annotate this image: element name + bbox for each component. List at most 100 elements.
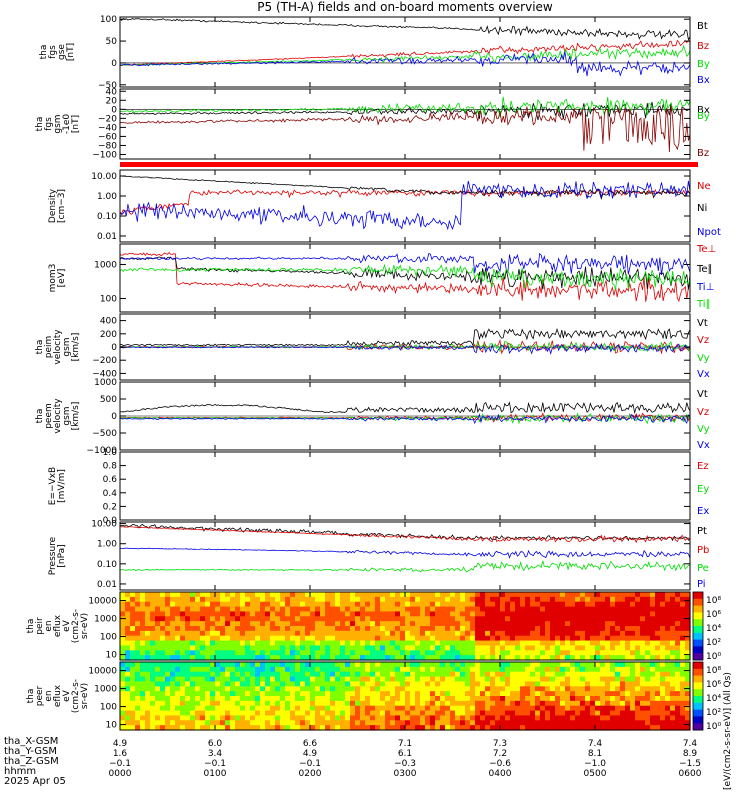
heatmap-cell <box>655 666 661 673</box>
heatmap-cell <box>545 686 551 692</box>
heatmap-cell <box>315 621 321 627</box>
heatmap-cell <box>425 596 431 603</box>
heatmap-cell <box>665 645 671 651</box>
heatmap-cell <box>360 645 366 651</box>
heatmap-cell <box>120 630 126 637</box>
heatmap-cell <box>440 700 446 707</box>
heatmap-cell <box>310 601 316 608</box>
heatmap-cell <box>275 650 281 656</box>
heatmap-cell <box>485 655 491 661</box>
heatmap-cell <box>250 630 256 637</box>
heatmap-cell <box>680 645 686 651</box>
heatmap-cell <box>205 601 211 608</box>
heatmap-cell <box>145 710 151 717</box>
heatmap-cell <box>585 640 591 647</box>
legend-Vy: Vy <box>697 353 710 364</box>
heatmap-cell <box>155 700 161 707</box>
heatmap-cell <box>510 671 516 678</box>
heatmap-cell <box>185 596 191 603</box>
legend-Bx: Bx <box>697 105 710 116</box>
heatmap-cell <box>600 700 606 707</box>
heatmap-cell <box>675 606 681 613</box>
heatmap-cell <box>210 700 216 707</box>
heatmap-cell <box>480 630 486 637</box>
heatmap-cell <box>300 696 306 702</box>
heatmap-cell <box>550 655 556 661</box>
heatmap-cell <box>335 681 341 687</box>
heatmap-cell <box>570 645 576 651</box>
heatmap-cell <box>540 601 546 608</box>
heatmap-cell <box>280 635 286 642</box>
heatmap-cell <box>425 671 431 678</box>
heatmap-cell <box>620 621 626 627</box>
heatmap-cell <box>460 621 466 627</box>
heatmap-cell <box>490 655 496 661</box>
heatmap-cell <box>400 710 406 717</box>
heatmap-cell <box>195 621 201 627</box>
heatmap-cell <box>125 645 131 651</box>
heatmap-cell <box>505 725 511 731</box>
heatmap-cell <box>400 666 406 673</box>
heatmap-cell <box>515 645 521 651</box>
heatmap-cell <box>645 720 651 726</box>
heatmap-cell <box>585 681 591 687</box>
heatmap-cell <box>665 715 671 721</box>
heatmap-cell <box>500 720 506 726</box>
heatmap-cell <box>445 616 451 622</box>
heatmap-cell <box>390 686 396 692</box>
heatmap-cell <box>195 725 201 731</box>
heatmap-cell <box>590 705 596 712</box>
heatmap-cell <box>595 662 601 668</box>
heatmap-cell <box>530 666 536 673</box>
heatmap-cell <box>495 696 501 702</box>
heatmap-cell <box>665 601 671 608</box>
heatmap-cell <box>625 655 631 661</box>
heatmap-cell <box>160 630 166 637</box>
heatmap-cell <box>415 696 421 702</box>
heatmap-cell <box>150 645 156 651</box>
heatmap-cell <box>210 671 216 678</box>
heatmap-cell <box>180 666 186 673</box>
heatmap-cell <box>320 611 326 617</box>
heatmap-cell <box>125 650 131 656</box>
heatmap-cell <box>595 725 601 731</box>
heatmap-cell <box>455 606 461 613</box>
heatmap-cell <box>515 671 521 678</box>
heatmap-cell <box>665 705 671 712</box>
heatmap-cell <box>460 662 466 668</box>
heatmap-cell <box>515 640 521 647</box>
heatmap-cell <box>285 681 291 687</box>
heatmap-cell <box>670 705 676 712</box>
heatmap-cell <box>340 650 346 656</box>
heatmap-cell <box>185 666 191 673</box>
heatmap-cell <box>300 596 306 603</box>
heatmap-cell <box>500 601 506 608</box>
heatmap-cell <box>310 686 316 692</box>
heatmap-cell <box>240 606 246 613</box>
heatmap-cell <box>205 710 211 717</box>
ephem-label-time: hhmm <box>4 766 37 777</box>
heatmap-cell <box>285 606 291 613</box>
heatmap-cell <box>255 671 261 678</box>
heatmap-cell <box>660 611 666 617</box>
heatmap-cell <box>260 655 266 661</box>
heatmap-cell <box>140 720 146 726</box>
heatmap-cell <box>445 705 451 712</box>
heatmap-cell <box>240 611 246 617</box>
heatmap-cell <box>185 725 191 731</box>
heatmap-cell <box>160 700 166 707</box>
heatmap-cell <box>345 640 351 647</box>
heatmap-cell <box>300 681 306 687</box>
heatmap-cell <box>525 700 531 707</box>
heatmap-cell <box>460 676 466 683</box>
heatmap-cell <box>295 662 301 668</box>
heatmap-cell <box>230 720 236 726</box>
heatmap-cell <box>485 700 491 707</box>
heatmap-cell <box>645 616 651 622</box>
date-label: 2025 Apr 05 <box>4 776 66 787</box>
heatmap-cell <box>470 626 476 632</box>
heatmap-cell <box>315 705 321 712</box>
heatmap-cell <box>605 686 611 692</box>
heatmap-cell <box>320 655 326 661</box>
heatmap-cell <box>265 655 271 661</box>
